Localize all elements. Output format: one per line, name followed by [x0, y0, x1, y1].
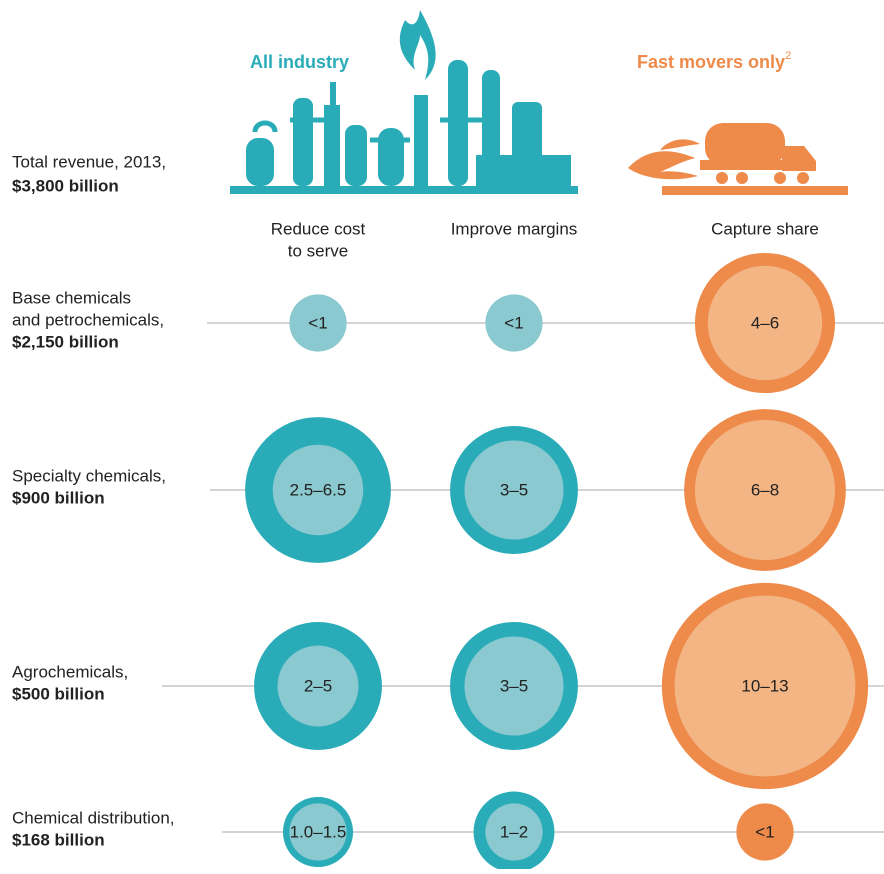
- total-revenue-value: $3,800 billion: [12, 176, 119, 195]
- bubble-label: 1–2: [500, 822, 528, 841]
- bubble-label: <1: [504, 313, 523, 332]
- bubble-label: 3–5: [500, 676, 528, 695]
- bubble-label: 2.5–6.5: [290, 480, 347, 499]
- row-name: and petrochemicals,: [12, 310, 164, 329]
- row-revenue: $168 billion: [12, 830, 105, 849]
- column-heading: to serve: [288, 241, 348, 260]
- bubble-label: 3–5: [500, 480, 528, 499]
- row-revenue: $500 billion: [12, 684, 105, 703]
- row-name: Agrochemicals,: [12, 662, 128, 681]
- column-heading: Reduce cost: [271, 219, 366, 238]
- infographic: All industry Fast movers only2 Total rev…: [0, 0, 884, 869]
- fast-movers-text: Fast movers only: [637, 52, 785, 72]
- column-heading: Improve margins: [451, 219, 578, 238]
- bubble-label: <1: [755, 822, 774, 841]
- bubble-label: 10–13: [741, 676, 788, 695]
- row-name: Specialty chemicals,: [12, 466, 166, 485]
- row-revenue: $900 billion: [12, 488, 105, 507]
- fast-movers-heading: Fast movers only2: [637, 50, 791, 72]
- all-industry-heading: All industry: [250, 52, 349, 72]
- bubble-label: 1.0–1.5: [290, 822, 347, 841]
- truck-icon: [628, 123, 848, 195]
- bubble-label: 4–6: [751, 313, 779, 332]
- row-revenue: $2,150 billion: [12, 332, 119, 351]
- factory-icon: [230, 10, 578, 194]
- footnote-marker: 2: [785, 50, 791, 62]
- bubble-label: 6–8: [751, 480, 779, 499]
- total-revenue-label: Total revenue, 2013,: [12, 152, 166, 171]
- row-name: Base chemicals: [12, 288, 131, 307]
- bubble-label: 2–5: [304, 676, 332, 695]
- row-name: Chemical distribution,: [12, 808, 175, 827]
- column-heading: Capture share: [711, 219, 819, 238]
- bubble-label: <1: [308, 313, 327, 332]
